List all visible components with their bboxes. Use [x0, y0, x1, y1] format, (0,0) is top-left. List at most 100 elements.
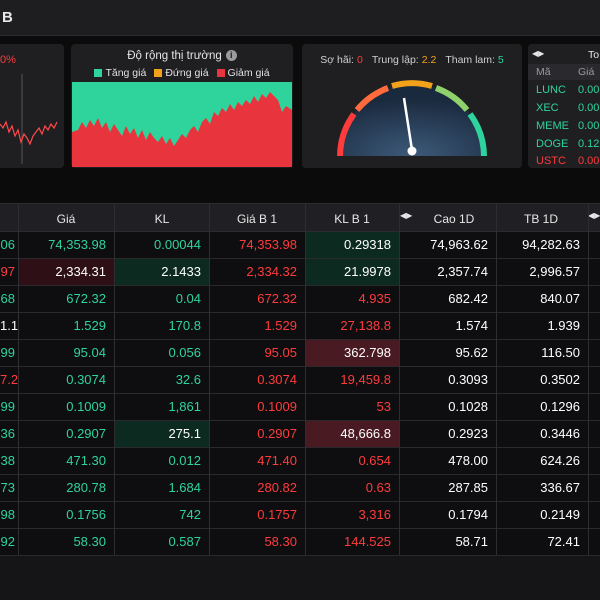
cell-bid-volume: 0.63 [365, 480, 391, 495]
gauge-arc-greed [467, 112, 487, 157]
cell-volume: 1.684 [168, 480, 201, 495]
cell-avg-1d: 0.1296 [540, 399, 580, 414]
cell-avg-1d: 0.3502 [540, 372, 580, 387]
column-divider [588, 203, 589, 555]
cell-bid-volume: 0.29318 [305, 232, 399, 258]
cell-bid-volume: 144.525 [344, 534, 391, 549]
table-row[interactable]: 06 74,353.98 0.00044 74,353.98 0.29318 74,963… [0, 232, 600, 259]
cell-avg-1d: 2,996.57 [529, 264, 580, 279]
column-header-bid-price[interactable]: Giá B 1 [236, 212, 278, 226]
cell-bid-price: 74,353.98 [239, 237, 297, 252]
info-icon[interactable]: i [225, 50, 237, 62]
cell-bid-volume: 21.9978 [305, 259, 399, 285]
column-divider [18, 203, 19, 555]
cell-price: 0.3074 [66, 372, 106, 387]
cell-bid-volume: 19,459.8 [340, 372, 391, 387]
list-item[interactable]: USTC 0.00 [536, 155, 600, 167]
cell-bid-price: 0.2907 [257, 426, 297, 441]
cell-code: 38 [0, 453, 15, 468]
top-movers-panel: ◀▶ To Mã Giá LUNC 0.00 XEC 0.00 MEME 0.00 D… [528, 44, 600, 168]
table-row[interactable]: 36 0.2907 275.1 0.2907 48,666.8 0.2923 0.3446 [0, 421, 600, 448]
cell-avg-1d: 0.3446 [540, 426, 580, 441]
expand-columns-icon[interactable]: ◀▶ [400, 211, 413, 220]
table-header: Giá KL Giá B 1 KL B 1 ◀▶ Cao 1D TB 1D ◀▶ [0, 203, 600, 233]
swap-arrows-icon[interactable]: ◀▶ [532, 49, 545, 58]
cell-bid-price: 1.529 [264, 318, 297, 333]
cell-price: 2,334.31 [18, 259, 114, 285]
gauge-arc-high [434, 85, 470, 112]
list-item[interactable]: XEC 0.00 [536, 102, 600, 114]
table-row[interactable]: 68 672.32 0.04 672.32 4.935 682.42 840.07 [0, 286, 600, 313]
column-header-price[interactable]: Giá [56, 212, 76, 226]
cell-high-1d: 682.42 [448, 291, 488, 306]
cell-bid-price: 0.1757 [257, 507, 297, 522]
cell-avg-1d: 1.939 [547, 318, 580, 333]
mini-chart-panel[interactable]: 0% [0, 44, 64, 168]
cell-price: 0.2907 [66, 426, 106, 441]
fear-greed-gauge [337, 80, 487, 157]
cell-volume: 0.04 [175, 291, 201, 306]
cell-avg-1d: 336.67 [540, 480, 580, 495]
table-row[interactable]: 38 471.30 0.012 471.40 0.654 478.00 624.26 [0, 448, 600, 475]
legend-down-swatch [216, 69, 225, 77]
cell-price: 95.04 [73, 345, 106, 360]
table-row[interactable]: 97 2,334.31 2.1433 2,334.32 21.9978 2,357.74 2… [0, 259, 600, 286]
cell-volume: 2.1433 [114, 259, 209, 285]
cell-bid-price: 672.32 [257, 291, 297, 306]
cell-volume: 0.587 [168, 534, 201, 549]
cell-volume: 0.056 [168, 345, 201, 360]
table-row[interactable]: 1.1 1.529 170.8 1.529 27,138.8 1.574 1.939 [0, 313, 600, 340]
cell-code: 99 [0, 345, 15, 360]
column-divider [496, 203, 497, 555]
list-item[interactable]: DOGE 0.12 [536, 138, 600, 150]
cell-code: 92 [0, 534, 15, 549]
expand-columns-icon-right[interactable]: ◀▶ [588, 211, 600, 220]
cell-code: 1.1 [0, 318, 19, 333]
cell-high-1d: 58.71 [455, 534, 488, 549]
breadth-down-area [72, 92, 292, 167]
legend-up-swatch [94, 69, 103, 77]
cell-code: 06 [0, 237, 15, 252]
cell-high-1d: 95.62 [455, 345, 488, 360]
table-row[interactable]: 99 95.04 0.056 95.05 362.798 95.62 116.50 [0, 340, 600, 367]
gauge-pivot [407, 146, 417, 156]
mini-price-chart [0, 74, 58, 164]
cell-high-1d: 1.574 [455, 318, 488, 333]
cell-code: 99 [0, 399, 15, 414]
column-divider [305, 203, 306, 555]
cell-high-1d: 0.3093 [448, 372, 488, 387]
top-movers-subheader: Mã Giá [528, 64, 600, 80]
cell-bid-price: 471.40 [257, 453, 297, 468]
cell-volume: 0.012 [168, 453, 201, 468]
cell-price: 1.529 [73, 318, 106, 333]
list-item[interactable]: MEME 0.00 [536, 120, 600, 132]
fear-greed-panel: Sợ hãi: 0 Trung lập: 2.2 Tham lam: 5 [302, 44, 522, 168]
table-row[interactable]: 98 0.1756 742 0.1757 3,316 0.1794 0.2149 [0, 502, 600, 529]
table-row[interactable]: 99 0.1009 1,861 0.1009 53 0.1028 0.1296 [0, 394, 600, 421]
list-item[interactable]: LUNC 0.00 [536, 84, 600, 96]
column-header-bid-volume[interactable]: KL B 1 [334, 212, 370, 226]
cell-avg-1d: 624.26 [540, 453, 580, 468]
price-line [0, 120, 58, 146]
cell-avg-1d: 72.41 [547, 534, 580, 549]
fear-greed-stats: Sợ hãi: 0 Trung lập: 2.2 Tham lam: 5 [302, 54, 522, 66]
market-breadth-chart [72, 82, 292, 167]
gauge-arc-fear [337, 112, 357, 157]
cell-price: 280.78 [66, 480, 106, 495]
column-divider [209, 203, 210, 555]
cell-high-1d: 0.1794 [448, 507, 488, 522]
change-percent: 0% [0, 54, 16, 66]
column-header-avg-1d[interactable]: TB 1D [523, 212, 558, 226]
cell-code: 7.2 [0, 372, 19, 387]
cell-price: 0.1009 [66, 399, 106, 414]
cell-bid-price: 58.30 [264, 534, 297, 549]
column-header-volume[interactable]: KL [154, 212, 170, 226]
table-row[interactable]: 7.2 0.3074 32.6 0.3074 19,459.8 0.3093 0.3502 [0, 367, 600, 394]
cell-bid-price: 0.1009 [257, 399, 297, 414]
column-header-high-1d[interactable]: Cao 1D [433, 212, 475, 226]
table-row[interactable]: 73 280.78 1.684 280.82 0.63 287.85 336.67 [0, 475, 600, 502]
cell-volume: 0.00044 [154, 237, 201, 252]
table-row[interactable]: 92 58.30 0.587 58.30 144.525 58.71 72.41 [0, 529, 600, 556]
legend-down: Giảm giá [216, 67, 270, 79]
cell-code: 68 [0, 291, 15, 306]
